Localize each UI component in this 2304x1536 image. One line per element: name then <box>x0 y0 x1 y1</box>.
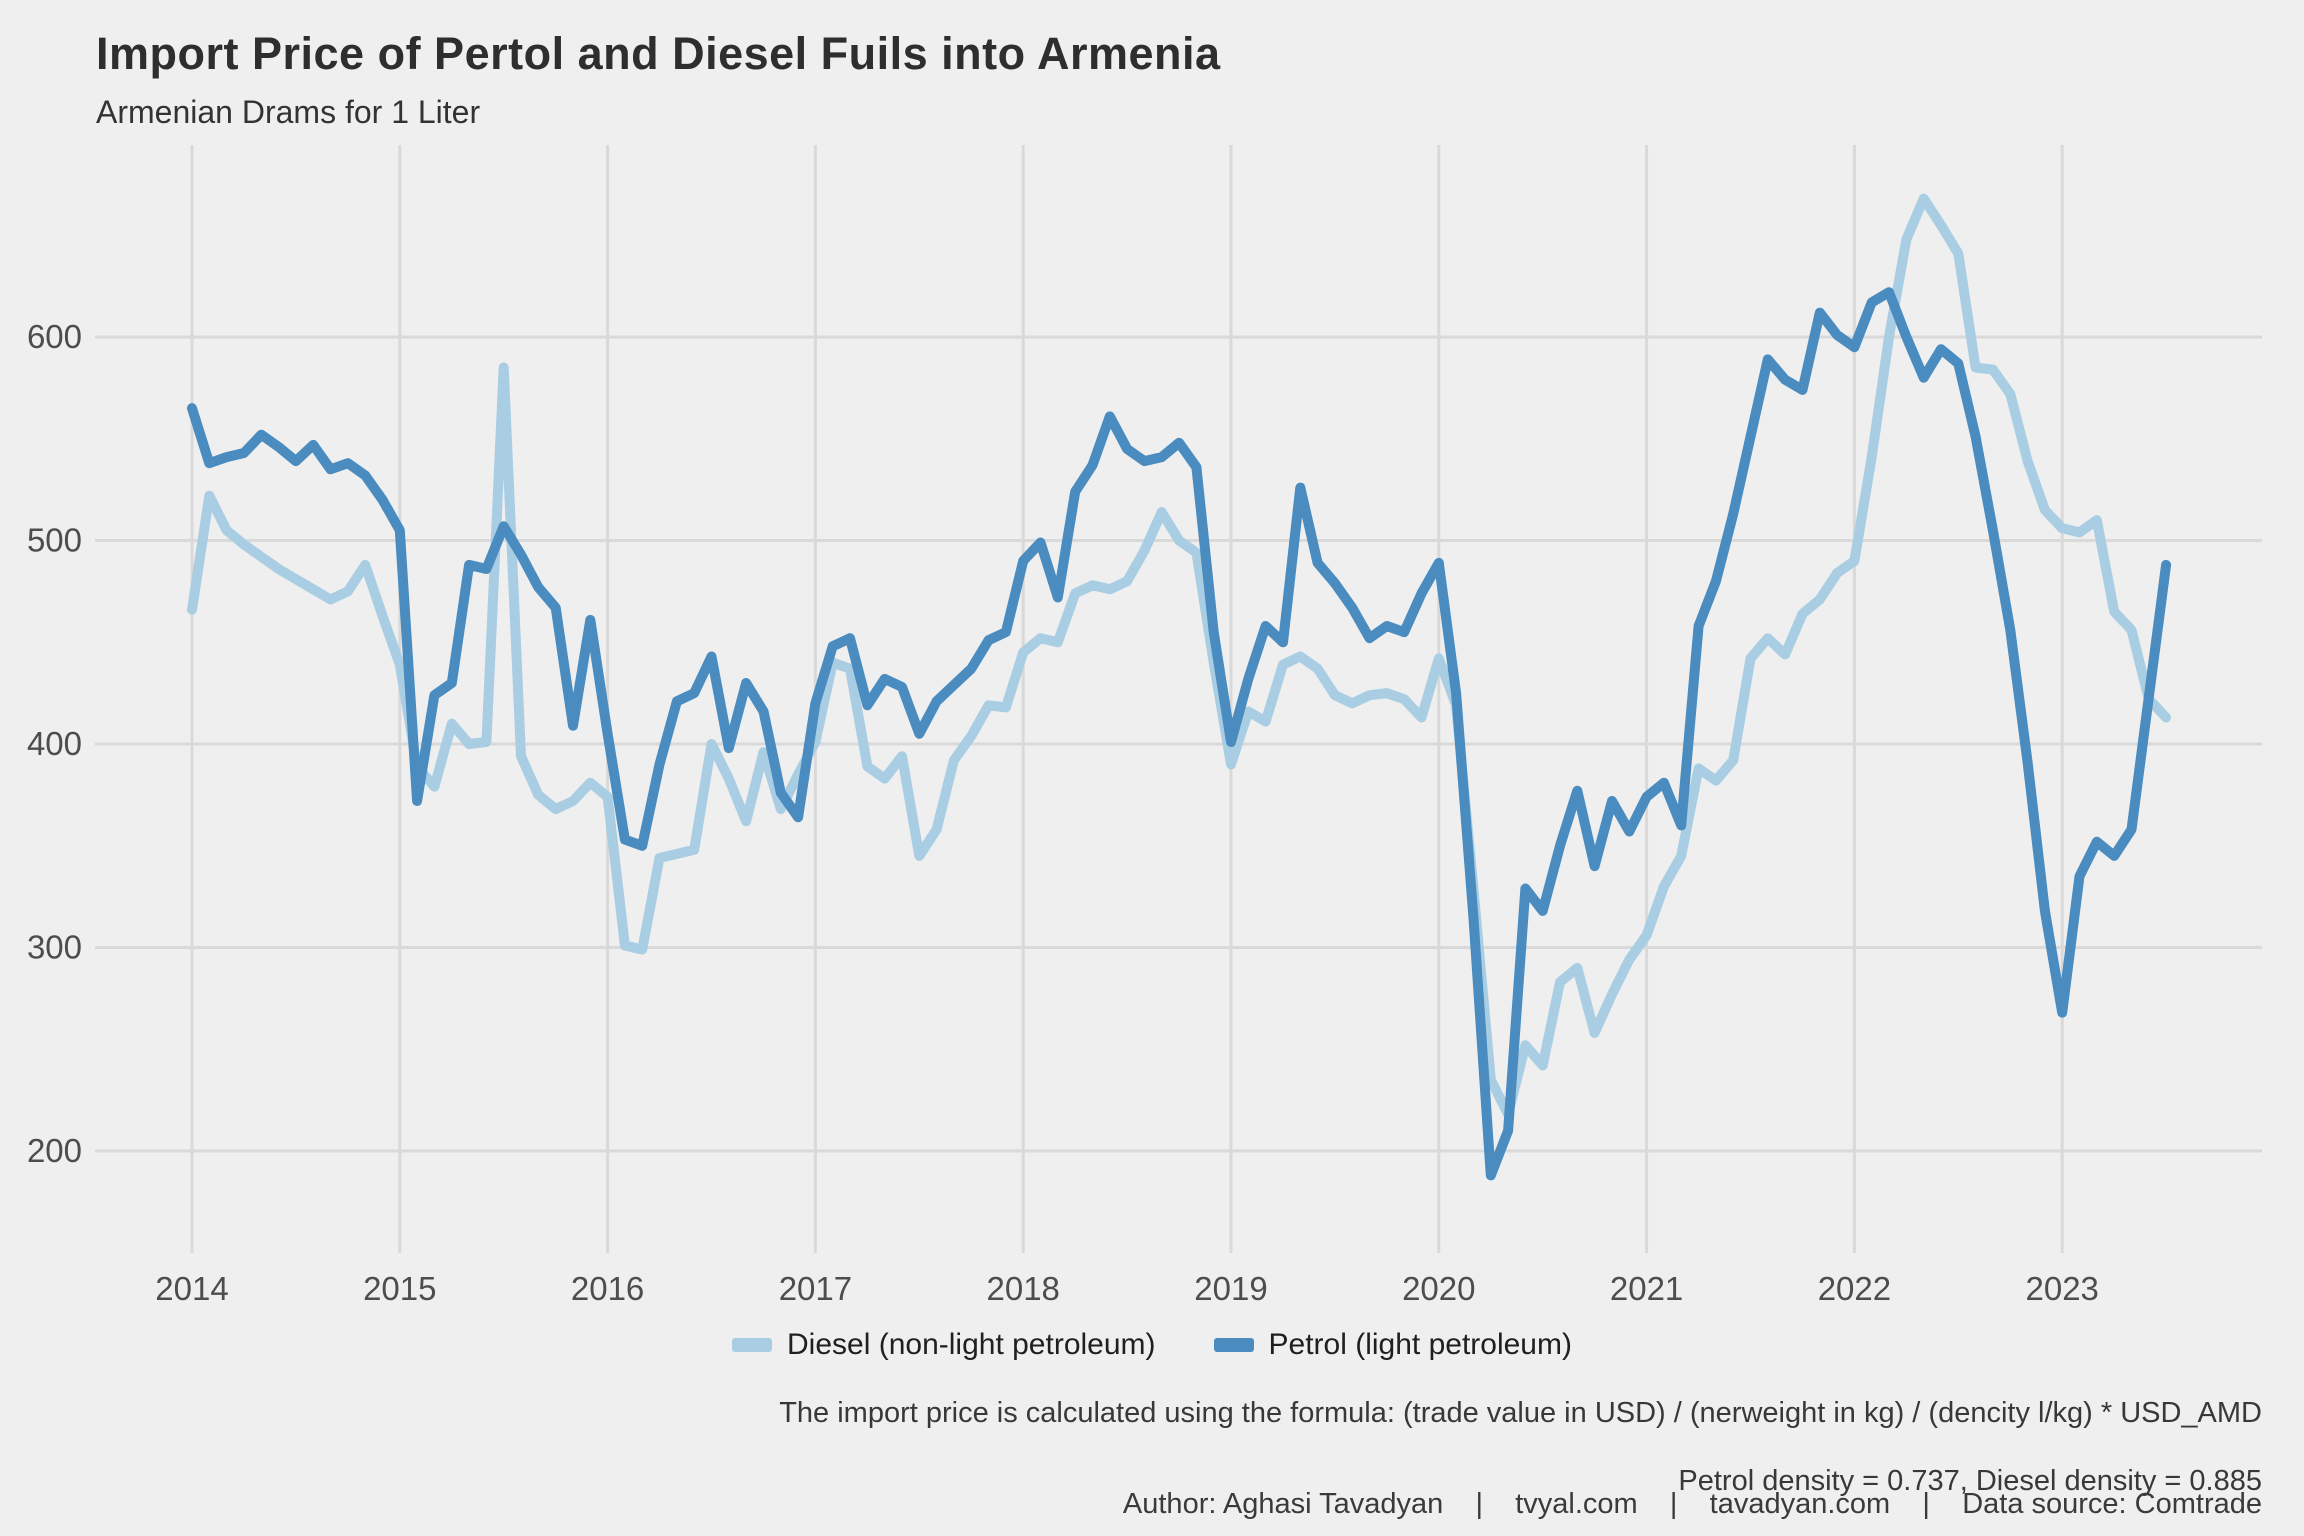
svg-text:600: 600 <box>27 318 82 355</box>
legend-item-diesel: Diesel (non-light petroleum) <box>732 1328 1156 1362</box>
caption-formula-line2: Petrol density = 0.737, Diesel density =… <box>1678 1465 2262 1498</box>
svg-text:2023: 2023 <box>2025 1270 2098 1307</box>
price-line-chart: 200 300 400 500 600 2014 2015 2016 2017 2018 2019 2… <box>27 145 2262 1307</box>
svg-text:2014: 2014 <box>155 1270 228 1307</box>
svg-text:2015: 2015 <box>363 1270 436 1307</box>
caption-credits: Author: Aghasi Tavadyan | tvyal.com | ta… <box>1122 1488 2262 1520</box>
svg-text:2019: 2019 <box>1194 1270 1267 1307</box>
svg-text:200: 200 <box>27 1132 82 1169</box>
svg-text:2022: 2022 <box>1818 1270 1891 1307</box>
svg-text:500: 500 <box>27 522 82 559</box>
legend-label-petrol: Petrol (light petroleum) <box>1268 1328 1572 1361</box>
chart-legend: Diesel (non-light petroleum) Petrol (lig… <box>0 1328 2304 1362</box>
svg-text:2018: 2018 <box>986 1270 1059 1307</box>
svg-text:2021: 2021 <box>1610 1270 1683 1307</box>
legend-label-diesel: Diesel (non-light petroleum) <box>787 1328 1156 1361</box>
legend-item-petrol: Petrol (light petroleum) <box>1213 1328 1572 1362</box>
caption-formula: The import price is calculated using the… <box>779 1396 2262 1499</box>
diesel-color-swatch-icon <box>732 1338 773 1352</box>
caption-formula-line1: The import price is calculated using the… <box>779 1397 2262 1429</box>
svg-text:2020: 2020 <box>1402 1270 1475 1307</box>
page-title: Import Price of Pertol and Diesel Fuils … <box>96 28 1221 79</box>
svg-text:400: 400 <box>27 725 82 762</box>
petrol-color-swatch-icon <box>1213 1338 1254 1352</box>
svg-text:300: 300 <box>27 929 82 966</box>
page-subtitle: Armenian Drams for 1 Liter <box>96 94 481 130</box>
svg-text:2016: 2016 <box>571 1270 644 1307</box>
svg-text:2017: 2017 <box>779 1270 852 1307</box>
